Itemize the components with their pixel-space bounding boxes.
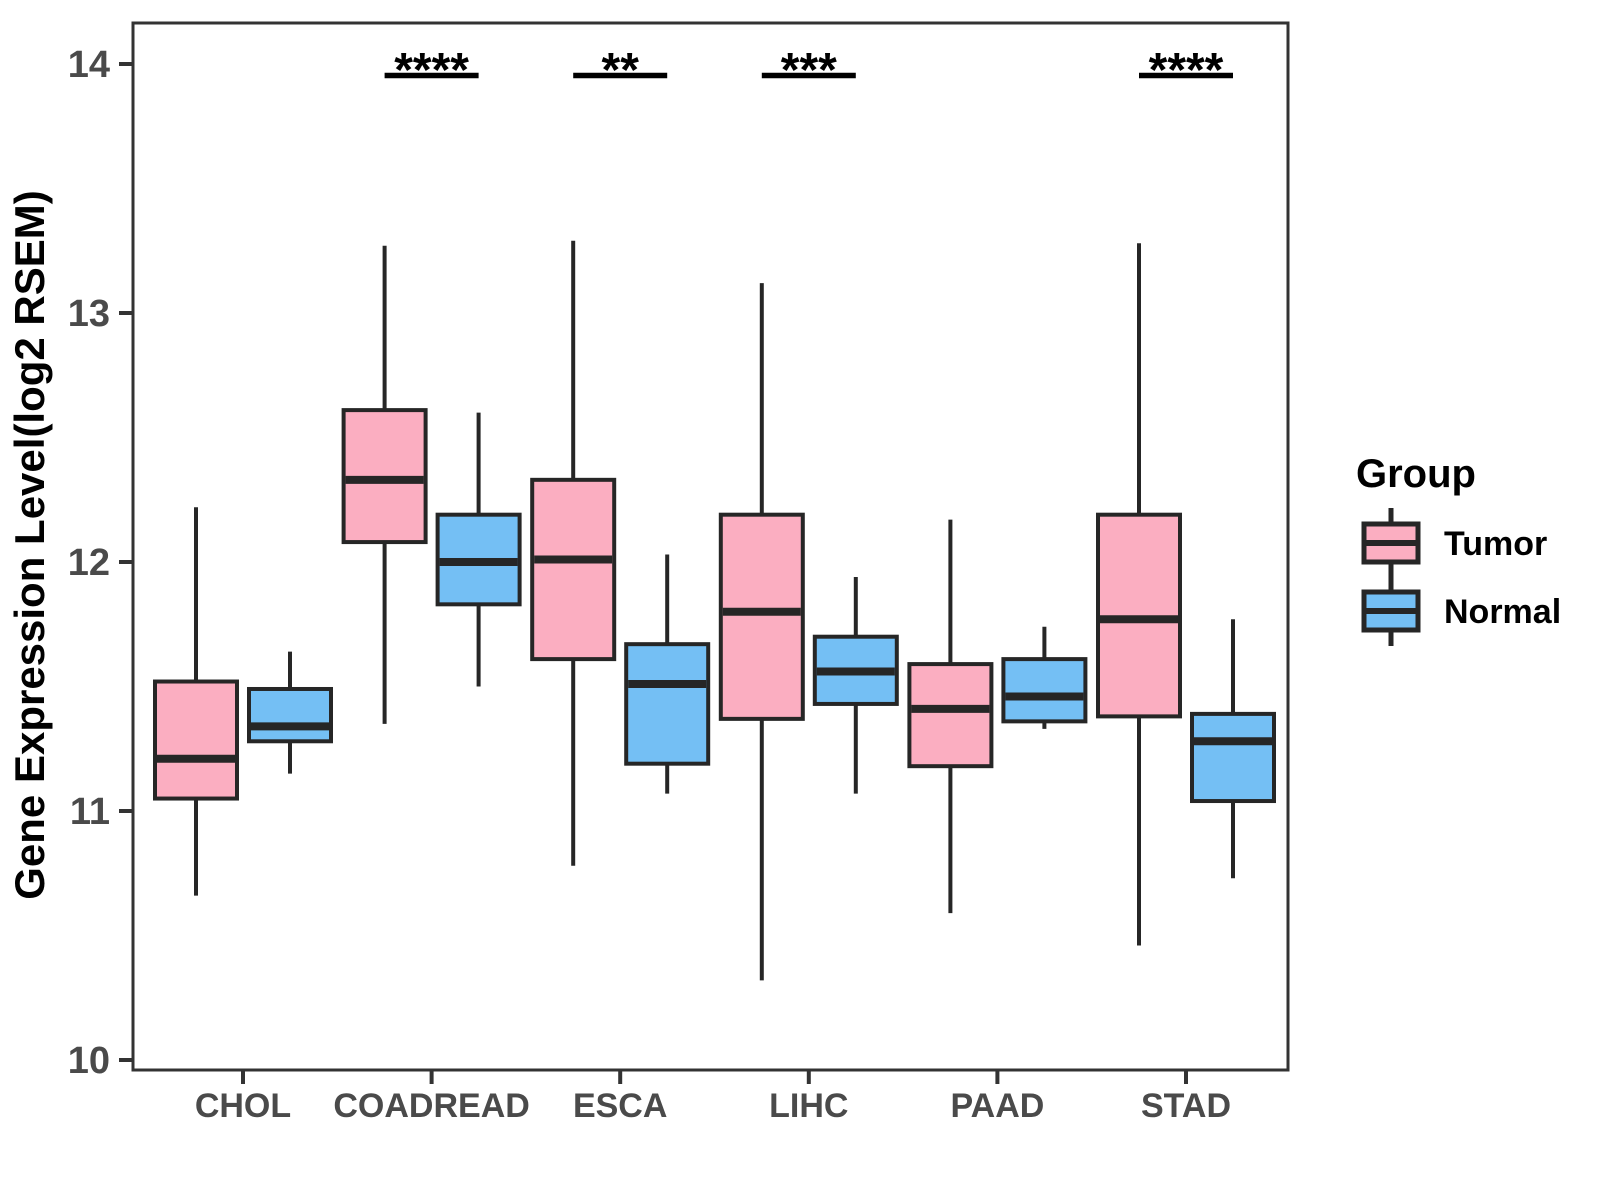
legend-key-tumor: [1361, 508, 1421, 578]
x-tick-label-CHOL: CHOL: [195, 1087, 291, 1125]
y-tick-label-12: 12: [68, 542, 110, 584]
y-tick-label-14: 14: [68, 44, 110, 86]
sig-label-LIHC: ***: [781, 44, 837, 97]
x-tick-label-COADREAD: COADREAD: [333, 1087, 529, 1125]
legend-label-normal: Normal: [1444, 593, 1561, 631]
legend-key-normal: [1361, 576, 1421, 646]
x-tick-label-LIHC: LIHC: [769, 1087, 848, 1125]
box-CHOL-Normal: [247, 686, 333, 744]
box-ESCA-Normal: [624, 642, 711, 766]
y-axis-title: Gene Expression Level(log2 RSEM): [6, 190, 53, 900]
legend-title: Group: [1356, 452, 1476, 496]
box-ESCA-Tumor: [530, 477, 617, 662]
legend: Group Tumor Normal: [1356, 452, 1561, 646]
axis-ticks-layer: 10 11 12 13 14 CHOL COADREAD ESCA LIHC PAAD STAD: [68, 44, 1231, 1125]
box-LIHC-Tumor: [718, 512, 805, 721]
box-STAD-Normal: [1190, 711, 1276, 804]
significance-layer: **** ** *** ****: [384, 44, 1233, 97]
sig-label-COADREAD: ****: [394, 44, 469, 97]
box-PAAD-Normal: [1001, 657, 1088, 724]
x-tick-label-ESCA: ESCA: [573, 1087, 667, 1125]
y-tick-label-13: 13: [68, 293, 110, 335]
box-CHOL-Tumor: [153, 679, 239, 801]
x-tick-label-PAAD: PAAD: [950, 1087, 1044, 1125]
y-tick-label-11: 11: [70, 791, 110, 833]
y-tick-label-10: 10: [68, 1040, 110, 1082]
legend-label-tumor: Tumor: [1444, 525, 1547, 563]
x-tick-label-STAD: STAD: [1141, 1087, 1231, 1125]
plot-panel-border: [131, 21, 1290, 1072]
box-PAAD-Tumor: [907, 662, 994, 769]
boxplot-layer: [153, 240, 1276, 981]
sig-label-STAD: ****: [1149, 44, 1224, 97]
sig-label-ESCA: **: [602, 44, 640, 97]
